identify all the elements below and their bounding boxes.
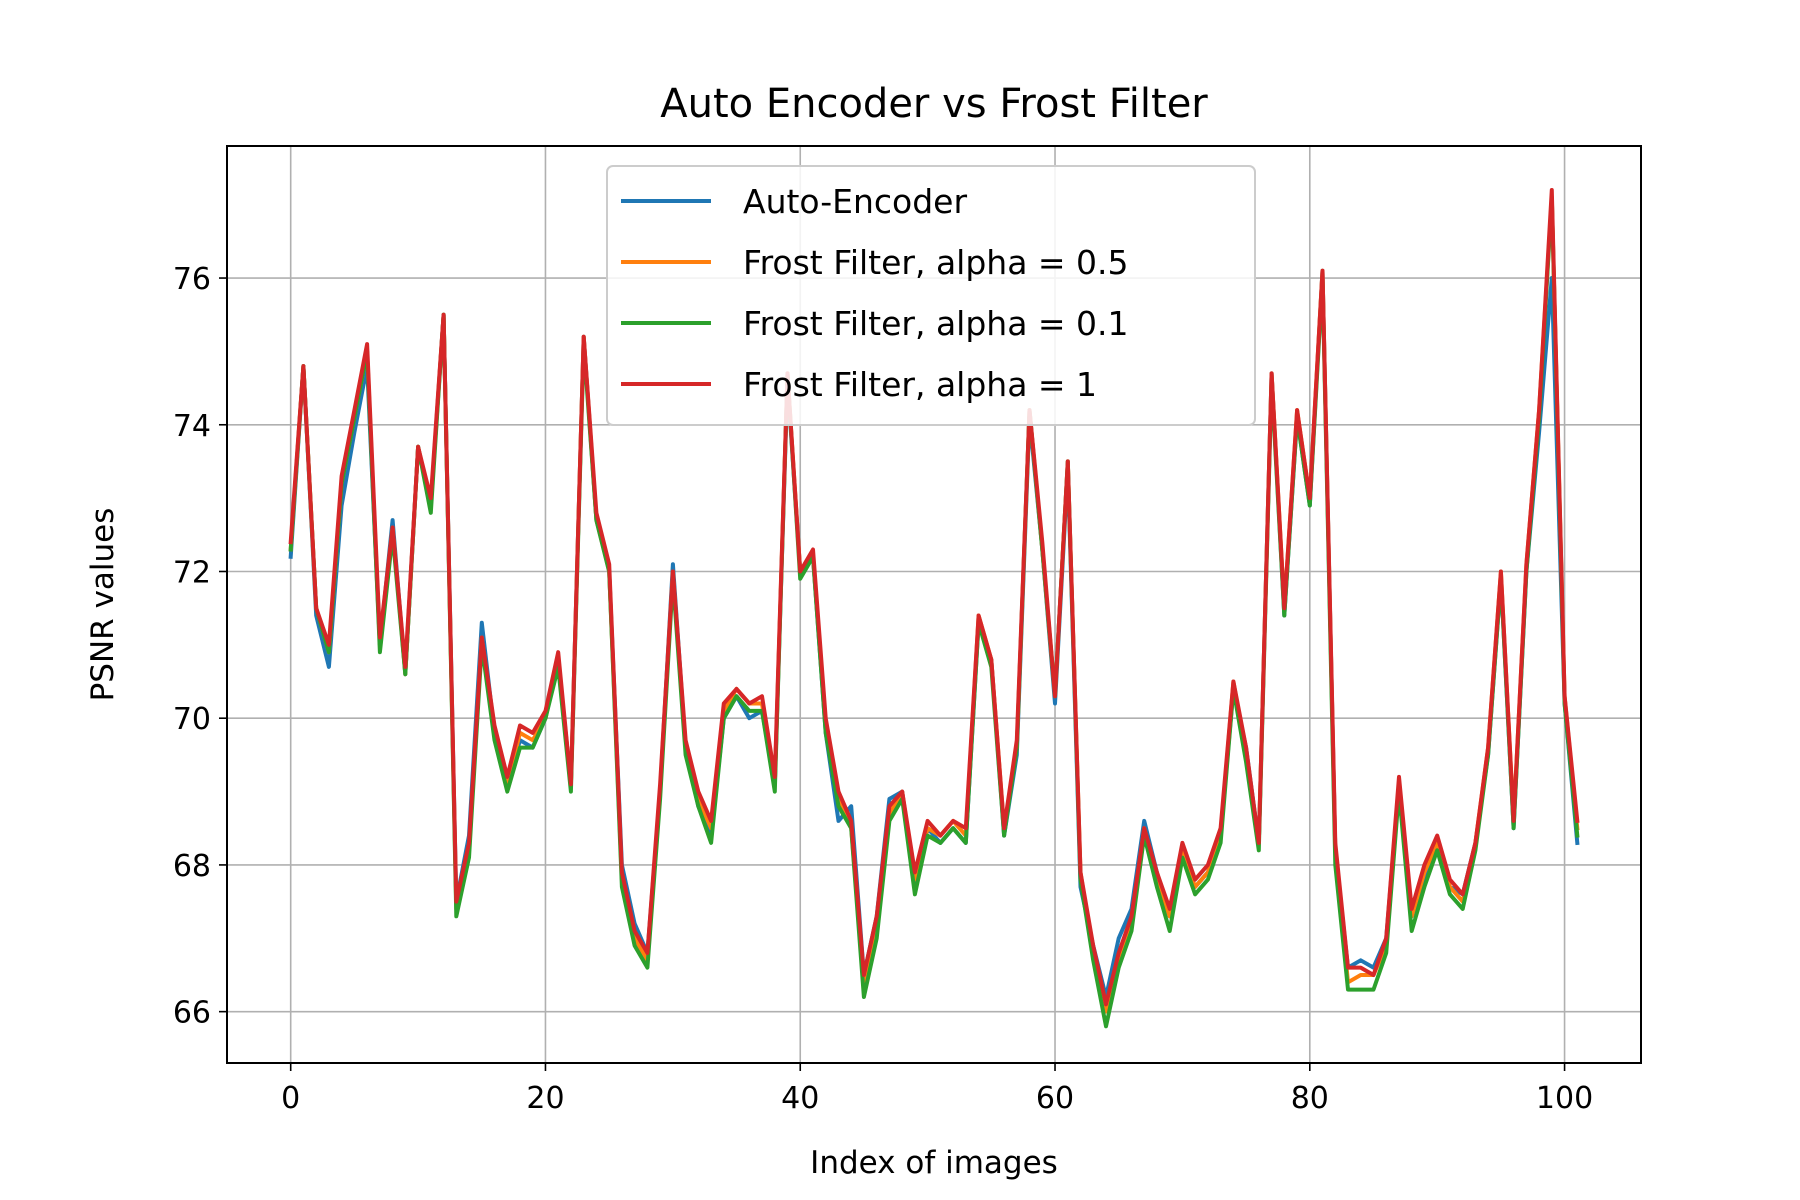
- series-line-2: [288, 195, 1580, 1029]
- x-tick-label: 0: [281, 1081, 300, 1116]
- x-tick-label: 100: [1536, 1081, 1593, 1116]
- plot-frame: [226, 145, 1642, 1064]
- series-line-3: [288, 188, 1580, 1007]
- x-axis-label: Index of images: [810, 1145, 1058, 1181]
- x-tick-label: 40: [781, 1081, 819, 1116]
- y-tick-label: 70: [173, 702, 211, 737]
- legend-label: Frost Filter, alpha = 0.1: [743, 304, 1129, 343]
- chart-title: Auto Encoder vs Frost Filter: [660, 81, 1208, 127]
- x-tick-label: 60: [1036, 1081, 1074, 1116]
- x-tick-label: 80: [1291, 1081, 1329, 1116]
- x-tick-label: 20: [526, 1081, 564, 1116]
- ticks: 0 20 40 60 80 100 66 68 70 72 74 76: [173, 262, 1593, 1116]
- y-tick-label: 66: [173, 996, 211, 1031]
- legend-label: Frost Filter, alpha = 1: [743, 365, 1097, 404]
- series-lines: [288, 188, 1580, 1029]
- y-tick-label: 74: [173, 409, 211, 444]
- legend-label: Auto-Encoder: [743, 182, 967, 221]
- legend: Auto-Encoder Frost Filter, alpha = 0.5 Fro…: [606, 165, 1256, 426]
- legend-label: Frost Filter, alpha = 0.5: [743, 243, 1129, 282]
- y-tick-label: 76: [173, 262, 211, 297]
- y-axis-label: PSNR values: [85, 508, 121, 702]
- legend-box: [606, 165, 1256, 426]
- y-tick-label: 68: [173, 849, 211, 884]
- y-tick-label: 72: [173, 555, 211, 590]
